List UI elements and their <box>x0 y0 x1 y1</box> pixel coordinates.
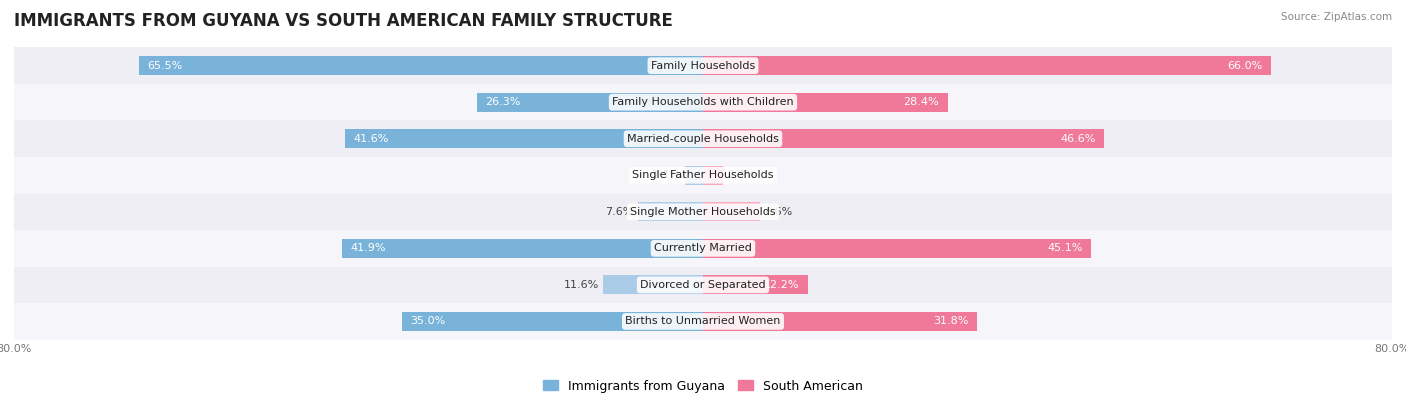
Bar <box>603 275 703 294</box>
Text: Divorced or Separated: Divorced or Separated <box>640 280 766 290</box>
Text: IMMIGRANTS FROM GUYANA VS SOUTH AMERICAN FAMILY STRUCTURE: IMMIGRANTS FROM GUYANA VS SOUTH AMERICAN… <box>14 12 673 30</box>
Text: 26.3%: 26.3% <box>485 97 520 107</box>
Bar <box>703 239 1091 258</box>
Bar <box>703 312 977 331</box>
Text: Source: ZipAtlas.com: Source: ZipAtlas.com <box>1281 12 1392 22</box>
Bar <box>703 202 759 221</box>
Text: 2.1%: 2.1% <box>652 170 681 180</box>
Bar <box>14 157 1392 194</box>
Text: Family Households with Children: Family Households with Children <box>612 97 794 107</box>
Text: 2.3%: 2.3% <box>727 170 755 180</box>
Text: 65.5%: 65.5% <box>148 61 183 71</box>
Bar <box>477 93 703 112</box>
Text: Births to Unmarried Women: Births to Unmarried Women <box>626 316 780 326</box>
Bar <box>14 230 1392 267</box>
Text: 31.8%: 31.8% <box>932 316 969 326</box>
Bar <box>402 312 703 331</box>
Text: Family Households: Family Households <box>651 61 755 71</box>
Bar <box>14 194 1392 230</box>
Legend: Immigrants from Guyana, South American: Immigrants from Guyana, South American <box>538 375 868 395</box>
Text: 46.6%: 46.6% <box>1060 134 1095 144</box>
Text: 41.9%: 41.9% <box>350 243 387 253</box>
Bar <box>637 202 703 221</box>
Text: Single Father Households: Single Father Households <box>633 170 773 180</box>
Text: Currently Married: Currently Married <box>654 243 752 253</box>
Bar <box>14 120 1392 157</box>
Bar <box>14 267 1392 303</box>
Text: 6.6%: 6.6% <box>763 207 793 217</box>
Bar <box>139 56 703 75</box>
Text: Married-couple Households: Married-couple Households <box>627 134 779 144</box>
Bar <box>344 129 703 148</box>
Bar <box>14 47 1392 84</box>
Text: Single Mother Households: Single Mother Households <box>630 207 776 217</box>
Text: 7.6%: 7.6% <box>605 207 633 217</box>
Bar <box>703 129 1104 148</box>
Text: 12.2%: 12.2% <box>763 280 800 290</box>
Bar <box>703 166 723 185</box>
Bar <box>342 239 703 258</box>
Text: 66.0%: 66.0% <box>1227 61 1263 71</box>
Text: 28.4%: 28.4% <box>903 97 939 107</box>
Text: 41.6%: 41.6% <box>353 134 388 144</box>
Text: 11.6%: 11.6% <box>564 280 599 290</box>
Bar <box>685 166 703 185</box>
Bar <box>14 303 1392 340</box>
Bar <box>14 84 1392 120</box>
Bar <box>703 275 808 294</box>
Bar <box>703 93 948 112</box>
Bar <box>703 56 1271 75</box>
Text: 35.0%: 35.0% <box>411 316 446 326</box>
Text: 45.1%: 45.1% <box>1047 243 1083 253</box>
